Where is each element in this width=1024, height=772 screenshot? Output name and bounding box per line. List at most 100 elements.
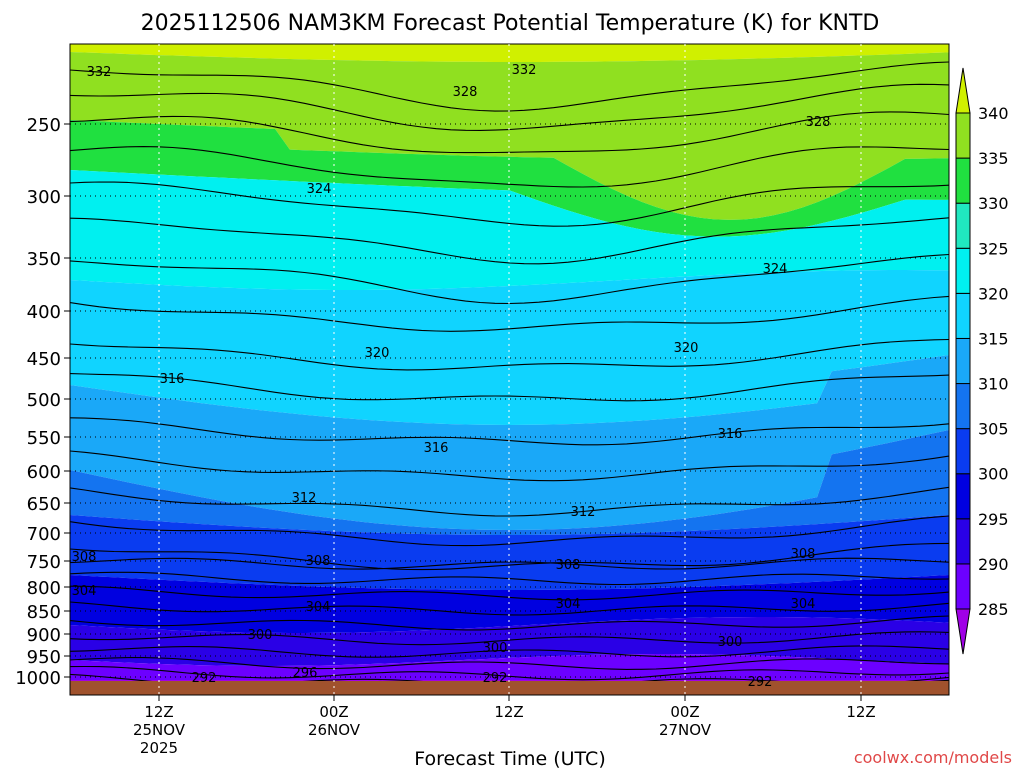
colorbar-segment bbox=[955, 337, 971, 385]
y-tick-label: 350 bbox=[27, 249, 61, 270]
y-tick-label: 750 bbox=[27, 552, 61, 573]
contour-label: 300 bbox=[248, 628, 273, 643]
contour-label: 312 bbox=[292, 491, 317, 506]
contour-label: 324 bbox=[307, 182, 332, 197]
x-tick-label: 2025 bbox=[140, 739, 178, 757]
y-tick-label: 600 bbox=[27, 462, 61, 483]
grid-lines bbox=[70, 44, 949, 695]
colorbar-segment bbox=[955, 383, 971, 430]
contour-label: 292 bbox=[748, 675, 773, 690]
colorbar-label: 340 bbox=[978, 104, 1009, 123]
theta-band bbox=[70, 44, 949, 62]
isentrope-line bbox=[70, 542, 949, 571]
contour-label: 292 bbox=[483, 671, 508, 686]
contour-labels: 332 332 328 328 324 324 320 320 316 316 316 312 312 3… bbox=[72, 63, 831, 690]
contour-label: 332 bbox=[87, 65, 112, 80]
chart-title: 2025112506 NAM3KM Forecast Potential Tem… bbox=[141, 11, 880, 36]
x-tick-label: 26NOV bbox=[308, 721, 361, 739]
colorbar-label: 320 bbox=[978, 284, 1009, 303]
isentrope-line bbox=[70, 631, 949, 646]
contour-label: 328 bbox=[806, 115, 831, 130]
contour-label: 332 bbox=[512, 63, 537, 78]
y-tick-label: 800 bbox=[27, 578, 61, 599]
theta-band bbox=[70, 355, 949, 530]
colorbar-segment bbox=[955, 112, 971, 159]
y-axis: 2503003504004505005506006507007508008509… bbox=[15, 115, 70, 689]
colorbar-segment bbox=[955, 202, 971, 249]
y-tick-label: 500 bbox=[27, 390, 61, 411]
isentrope-line bbox=[70, 295, 949, 332]
contour-label: 308 bbox=[556, 558, 581, 573]
x-tick-label: 25NOV bbox=[133, 721, 186, 739]
colorbar-top-arrow bbox=[955, 67, 971, 114]
contour-label: 304 bbox=[791, 597, 816, 612]
colorbar-label: 335 bbox=[978, 149, 1009, 168]
colorbar: 285 290 295 300 305 310 315 320 325 330 335 340 bbox=[955, 67, 1009, 655]
isentrope-line bbox=[70, 486, 949, 517]
x-tick-label: 12Z bbox=[144, 703, 173, 721]
colorbar-label: 290 bbox=[978, 555, 1009, 574]
contour-label: 308 bbox=[791, 547, 816, 562]
colorbar-segment bbox=[955, 292, 971, 339]
plot-area bbox=[70, 44, 949, 695]
contour-label: 300 bbox=[718, 635, 743, 650]
colorbar-segment bbox=[955, 157, 971, 204]
colorbar-label: 310 bbox=[978, 375, 1009, 394]
colorbar-label: 300 bbox=[978, 465, 1009, 484]
x-axis-label: Forecast Time (UTC) bbox=[414, 748, 605, 768]
colorbar-label: 295 bbox=[978, 510, 1009, 529]
y-tick-label: 300 bbox=[27, 187, 61, 208]
x-tick-label: 00Z bbox=[319, 703, 348, 721]
contour-label: 308 bbox=[72, 550, 97, 565]
colorbar-segment bbox=[955, 247, 971, 294]
isentrope-line bbox=[70, 217, 949, 265]
theta-band bbox=[70, 654, 949, 680]
theta-band bbox=[70, 617, 949, 666]
contour-label: 304 bbox=[556, 597, 581, 612]
y-tick-label: 850 bbox=[27, 602, 61, 623]
contour-label: 324 bbox=[763, 262, 788, 277]
isentrope-line bbox=[70, 373, 949, 402]
credit-link[interactable]: coolwx.com/models bbox=[854, 748, 1012, 767]
y-tick-label: 250 bbox=[27, 115, 61, 136]
contour-label: 304 bbox=[72, 584, 97, 599]
colorbar-label: 330 bbox=[978, 194, 1009, 213]
theta-band bbox=[70, 270, 949, 425]
x-tick-label: 27NOV bbox=[659, 721, 712, 739]
contour-label: 328 bbox=[453, 85, 478, 100]
contour-label: 308 bbox=[306, 554, 331, 569]
y-tick-label: 550 bbox=[27, 428, 61, 449]
y-tick-label: 650 bbox=[27, 494, 61, 515]
contour-label: 304 bbox=[306, 600, 331, 615]
isentrope-line bbox=[70, 181, 949, 227]
contour-label: 320 bbox=[365, 346, 390, 361]
y-tick-label: 1000 bbox=[15, 668, 61, 689]
contour-label: 316 bbox=[424, 441, 449, 456]
contour-label: 292 bbox=[192, 671, 217, 686]
colorbar-bottom-arrow bbox=[955, 608, 971, 655]
y-tick-label: 900 bbox=[27, 625, 61, 646]
theta-band bbox=[70, 515, 949, 590]
contour-label: 312 bbox=[571, 505, 596, 520]
isentrope-line bbox=[70, 665, 949, 681]
y-tick-label: 450 bbox=[27, 349, 61, 370]
x-tick-label: 12Z bbox=[494, 703, 523, 721]
isentrope-line bbox=[70, 338, 949, 371]
colorbar-label: 325 bbox=[978, 239, 1009, 258]
contour-label: 320 bbox=[674, 341, 699, 356]
colorbar-label: 315 bbox=[978, 329, 1009, 348]
y-tick-label: 700 bbox=[27, 524, 61, 545]
y-tick-label: 950 bbox=[27, 647, 61, 668]
x-tick-label: 00Z bbox=[670, 703, 699, 721]
contour-label: 316 bbox=[160, 372, 185, 387]
x-tick-label: 12Z bbox=[846, 703, 875, 721]
colorbar-segment bbox=[955, 518, 971, 565]
theta-band bbox=[70, 120, 949, 237]
colorbar-label: 305 bbox=[978, 420, 1009, 439]
colorbar-segment bbox=[955, 473, 971, 520]
contour-label: 296 bbox=[293, 666, 318, 681]
contour-label: 316 bbox=[718, 427, 743, 442]
